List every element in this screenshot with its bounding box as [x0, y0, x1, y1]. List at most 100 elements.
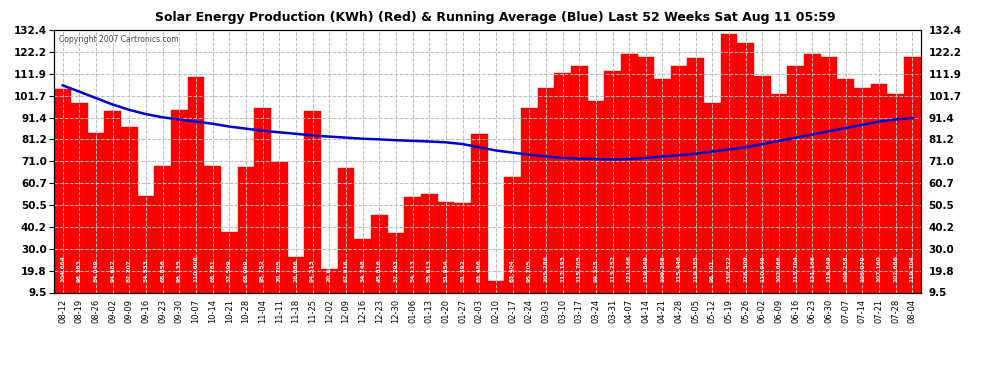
Text: 95.752: 95.752	[260, 259, 265, 282]
Text: 26.086: 26.086	[293, 259, 299, 282]
Bar	[304, 111, 321, 313]
Text: 115.446: 115.446	[676, 255, 682, 282]
Text: 51.954: 51.954	[444, 259, 448, 282]
Bar	[354, 238, 371, 313]
Text: 68.781: 68.781	[210, 259, 215, 282]
Text: 70.705: 70.705	[277, 259, 282, 282]
Bar	[138, 196, 154, 313]
Bar	[771, 93, 787, 313]
Bar	[887, 93, 904, 313]
Text: 51.392: 51.392	[460, 259, 465, 282]
Bar	[338, 168, 354, 313]
Bar	[438, 202, 454, 313]
Bar	[271, 162, 288, 313]
Text: 87.207: 87.207	[127, 259, 132, 282]
Text: 20.698: 20.698	[327, 259, 332, 282]
Bar	[454, 203, 471, 313]
Bar	[754, 76, 771, 313]
Text: 98.383: 98.383	[77, 259, 82, 282]
Text: 119.849: 119.849	[644, 255, 648, 282]
Bar	[371, 215, 388, 313]
Text: 107.160: 107.160	[876, 255, 881, 282]
Text: 55.613: 55.613	[427, 259, 432, 282]
Bar	[221, 232, 238, 313]
Bar	[571, 66, 587, 313]
Text: 112.193: 112.193	[560, 255, 565, 282]
Bar	[104, 111, 121, 313]
Bar	[704, 103, 721, 313]
Bar	[188, 76, 204, 313]
Text: 121.166: 121.166	[810, 255, 815, 282]
Text: 95.135: 95.135	[177, 259, 182, 282]
Bar	[904, 57, 921, 313]
Bar	[204, 166, 221, 313]
Bar	[621, 54, 638, 313]
Bar	[738, 43, 754, 313]
Bar	[171, 110, 188, 313]
Bar	[554, 73, 571, 313]
Text: 102.666: 102.666	[893, 255, 898, 282]
Bar	[521, 108, 538, 313]
Text: Solar Energy Production (KWh) (Red) & Running Average (Blue) Last 52 Weeks Sat A: Solar Energy Production (KWh) (Red) & Ru…	[154, 11, 836, 24]
Text: 121.166: 121.166	[627, 255, 632, 282]
Text: 84.049: 84.049	[94, 259, 99, 282]
Text: 95.705: 95.705	[527, 259, 532, 282]
Text: 68.099: 68.099	[244, 260, 248, 282]
Bar	[804, 54, 821, 313]
Bar	[288, 257, 304, 313]
Text: 54.113: 54.113	[410, 259, 415, 282]
Bar	[254, 108, 271, 313]
Text: 94.313: 94.313	[310, 259, 315, 282]
Bar	[821, 57, 838, 313]
Bar	[671, 66, 687, 313]
Text: 94.682: 94.682	[110, 259, 115, 282]
Bar	[71, 103, 88, 313]
Text: 34.748: 34.748	[360, 259, 365, 282]
Bar	[121, 126, 138, 313]
Bar	[54, 89, 71, 313]
Text: 104.664: 104.664	[60, 255, 65, 282]
Text: 102.666: 102.666	[776, 255, 781, 282]
Bar	[721, 34, 738, 313]
Text: 126.509: 126.509	[743, 255, 748, 282]
Bar	[488, 281, 504, 313]
Text: 45.816: 45.816	[377, 259, 382, 282]
Text: 109.258: 109.258	[843, 255, 848, 282]
Bar	[321, 268, 338, 313]
Bar	[404, 197, 421, 313]
Text: 105.079: 105.079	[860, 255, 865, 282]
Bar	[654, 80, 671, 313]
Text: 115.704: 115.704	[793, 255, 798, 282]
Text: 98.101: 98.101	[710, 259, 715, 282]
Bar	[238, 167, 254, 313]
Text: 68.856: 68.856	[160, 259, 165, 282]
Text: 119.849: 119.849	[827, 255, 832, 282]
Bar	[687, 58, 704, 313]
Bar	[471, 135, 487, 313]
Text: 110.606: 110.606	[194, 255, 199, 282]
Bar	[154, 166, 171, 313]
Text: 83.486: 83.486	[477, 259, 482, 282]
Bar	[587, 100, 604, 313]
Bar	[88, 133, 104, 313]
Bar	[871, 84, 887, 313]
Text: 110.949: 110.949	[760, 255, 765, 282]
Bar	[638, 57, 654, 313]
Text: 54.533: 54.533	[144, 259, 148, 282]
Bar	[854, 88, 871, 313]
Bar	[504, 177, 521, 313]
Text: 63.404: 63.404	[510, 259, 515, 282]
Text: 105.286: 105.286	[544, 255, 548, 282]
Text: 115.705: 115.705	[577, 255, 582, 282]
Bar	[421, 194, 438, 313]
Text: 99.325: 99.325	[593, 259, 598, 282]
Bar	[388, 233, 404, 313]
Text: 67.916: 67.916	[344, 259, 348, 282]
Text: 109.258: 109.258	[660, 255, 665, 282]
Text: 113.252: 113.252	[610, 255, 615, 282]
Bar	[838, 80, 854, 313]
Bar	[604, 71, 621, 313]
Text: 119.704: 119.704	[910, 255, 915, 282]
Text: 119.385: 119.385	[693, 255, 698, 282]
Text: Copyright 2007 Cartronics.com: Copyright 2007 Cartronics.com	[58, 35, 178, 44]
